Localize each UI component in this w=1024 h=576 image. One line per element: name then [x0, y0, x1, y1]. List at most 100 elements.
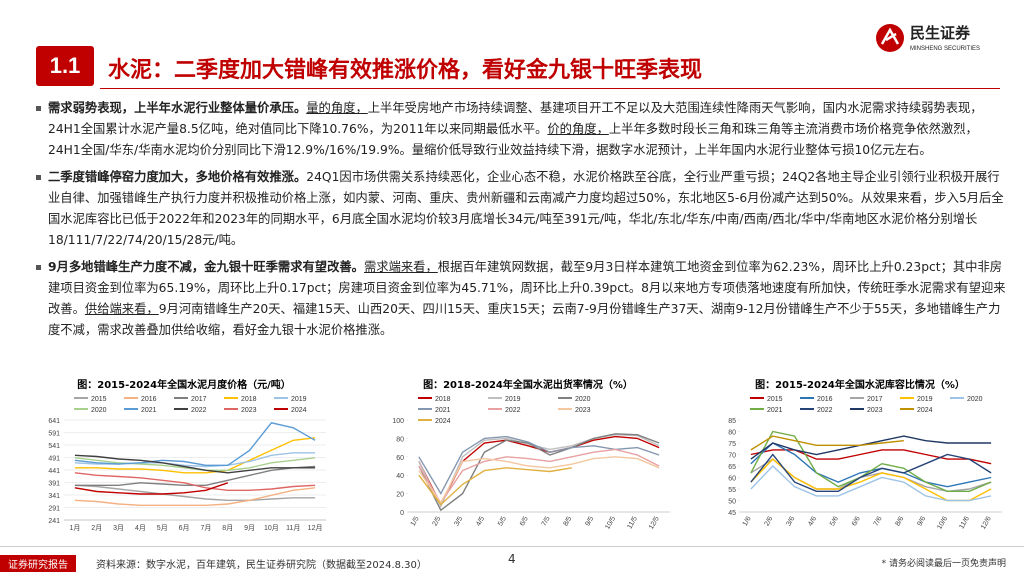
x-tick-label: 6月 [179, 524, 190, 532]
bullet-text: 根据百年建筑网数据，截至9月3日样本建筑工地资金到位率为62.23%，周环比上升… [48, 260, 1006, 316]
series-line [418, 448, 660, 505]
y-tick-label: 80 [396, 436, 404, 443]
legend-label: 2016 [817, 396, 833, 403]
series-line [74, 482, 229, 495]
bullet: 二季度错峰停窑力度加大，多地价格有效推涨。24Q1因市场供需关系持续恶化，企业心… [34, 167, 1006, 251]
y-tick-label: 55 [728, 487, 736, 494]
y-tick-label: 45 [728, 510, 736, 517]
x-tick-label: 5月 [157, 524, 168, 532]
legend-label: 2018 [435, 396, 451, 403]
page-number: 4 [508, 552, 516, 566]
x-tick-label: 10/5 [604, 515, 617, 530]
series-line [74, 472, 316, 491]
bullet-text: 上半年受房地产市场持续调整、基建项目开工不足以及大范围连续性降雨天气影响，国内水… [48, 101, 983, 136]
series-line [750, 449, 992, 465]
series-line [750, 430, 992, 492]
x-tick-label: 8/5 [563, 515, 574, 527]
series-line [74, 454, 316, 474]
legend-label: 2020 [575, 396, 591, 403]
series-line [74, 487, 316, 506]
y-tick-label: 641 [48, 418, 60, 425]
legend-label: 2016 [141, 396, 157, 403]
x-tick-label: 2/6 [764, 515, 775, 527]
series-line [750, 453, 992, 492]
logo-subtitle: MINSHENG SECURITIES [910, 46, 980, 52]
x-tick-label: 6/5 [519, 515, 530, 527]
legend-label: 2022 [817, 407, 833, 414]
legend-label: 2018 [241, 396, 257, 403]
series-line [418, 467, 572, 506]
bullet: 需求弱势表现，上半年水泥行业整体量价承压。量的角度，上半年受房地产市场持续调整、… [34, 98, 1006, 161]
chart-title: 图：2015-2024年全国水泥库容比情况（%） [755, 380, 965, 391]
section-number: 1.1 [36, 46, 94, 86]
chart-title: 图：2018-2024年全国水泥出货率情况（%） [423, 380, 633, 391]
legend-label: 2021 [767, 407, 783, 414]
y-tick-label: 70 [728, 453, 736, 460]
x-tick-label: 2月 [91, 524, 102, 532]
title-rule [100, 88, 1000, 89]
chart: 241 291 341 391 441 491 541 591 641 1月 2月 3月 4月 5月 6月 7… [48, 396, 326, 532]
legend-label: 2024 [291, 407, 307, 414]
y-tick-label: 75 [728, 441, 736, 448]
legend-label: 2020 [91, 407, 107, 414]
series-line [418, 433, 660, 512]
slide-title: 水泥：二季度加大错峰有效推涨价格，看好金九银十旺季表现 [108, 58, 703, 83]
x-tick-label: 3/6 [785, 515, 796, 527]
series-line [750, 458, 992, 493]
bullet-text: 上半年多数时段长三角和珠三角等主流消费市场价格竞争依然激烈，24H1全国/华东/… [48, 122, 978, 157]
legend-label: 2021 [141, 407, 157, 414]
x-tick-label: 11月 [286, 524, 300, 532]
y-tick-label: 40 [396, 473, 404, 480]
y-tick-label: 591 [48, 431, 60, 438]
legend-label: 2023 [241, 407, 257, 414]
x-tick-label: 2/5 [432, 515, 443, 527]
y-tick-label: 341 [48, 493, 60, 500]
series-line [418, 456, 660, 505]
x-tick-label: 8/6 [895, 515, 906, 527]
x-tick-label: 3/5 [453, 515, 464, 527]
legend-label: 2021 [435, 407, 451, 414]
source-note: 资料来源：数字水泥，百年建筑，民生证券研究院（数据截至2024.8.30） [96, 560, 427, 571]
series-line [750, 465, 992, 502]
x-tick-label: 4/6 [807, 515, 818, 527]
x-tick-label: 1/6 [742, 515, 753, 527]
logo: 民生证券 MINSHENG SECURITIES [876, 24, 980, 52]
x-tick-label: 9/6 [916, 515, 927, 527]
bullet-text: 需求端来看， [363, 260, 438, 274]
legend-label: 2020 [967, 396, 983, 403]
legend-label: 2023 [867, 407, 883, 414]
bullet-text: 价的角度， [547, 122, 609, 136]
y-tick-label: 441 [48, 468, 60, 475]
y-tick-label: 60 [728, 476, 736, 483]
series-line [418, 435, 660, 496]
y-tick-label: 20 [396, 492, 404, 499]
y-tick-label: 65 [728, 464, 736, 471]
y-tick-label: 50 [728, 499, 736, 506]
legend-label: 2017 [191, 396, 207, 403]
legend-label: 2015 [767, 396, 783, 403]
legend-label: 2022 [191, 407, 207, 414]
x-tick-label: 12/5 [648, 515, 661, 530]
bullet-list: 需求弱势表现，上半年水泥行业整体量价承压。量的角度，上半年受房地产市场持续调整、… [34, 98, 1006, 347]
bullet-lead: 9月多地错峰生产力度不减，金九银十旺季需求有望改善。 [48, 260, 364, 274]
x-tick-label: 6/6 [851, 515, 862, 527]
x-tick-label: 1月 [69, 524, 80, 532]
chart-title: 图：2015-2024年全国水泥月度价格（元/吨） [77, 380, 291, 391]
legend-label: 2023 [575, 407, 591, 414]
y-tick-label: 80 [728, 430, 736, 437]
series-line [74, 437, 316, 474]
chart: 0 20 40 60 80 100 1/5 2/5 3/5 4/5 5/5 6/5 7/5 8/5 9/5 1… [392, 396, 670, 531]
report-badge: 证券研究报告 [0, 555, 76, 572]
x-tick-label: 11/5 [626, 515, 639, 530]
x-tick-label: 10/6 [936, 515, 949, 530]
legend-label: 2015 [91, 396, 107, 403]
x-tick-label: 3月 [113, 524, 124, 532]
series-line [74, 452, 316, 468]
x-tick-label: 10月 [264, 524, 279, 532]
legend-label: 2019 [291, 396, 307, 403]
x-tick-label: 4/5 [475, 515, 486, 527]
disclaimer: * 请务必阅读最后一页免责声明 [881, 559, 1006, 569]
footer: 证券研究报告 资料来源：数字水泥，百年建筑，民生证券研究院（数据截至2024.8… [0, 546, 1024, 576]
y-tick-label: 541 [48, 443, 60, 450]
